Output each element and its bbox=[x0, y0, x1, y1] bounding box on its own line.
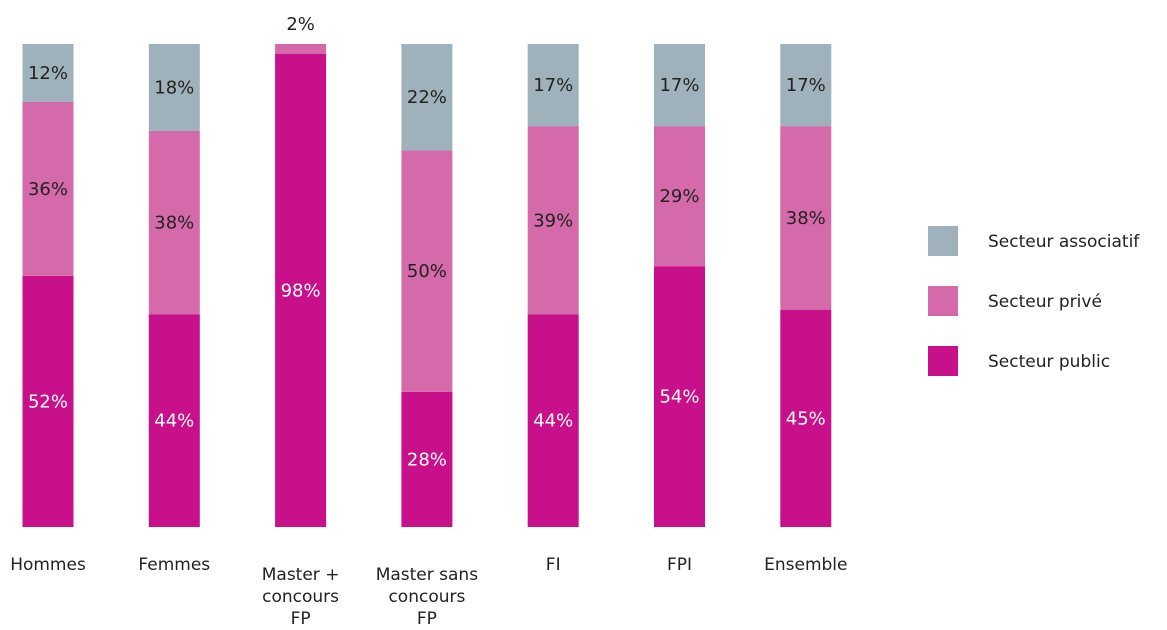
bar-segment-secteur-public-ensemble bbox=[780, 309, 832, 527]
data-label-secteur-public-ensemble: 45% bbox=[786, 408, 826, 429]
bar-segment-secteur-public-hommes bbox=[22, 275, 74, 527]
bar-segment-secteur-public-femmes bbox=[148, 314, 200, 527]
bar-segment-secteur-priv-master-sans-concours-fp bbox=[401, 150, 453, 392]
bar-segment-secteur-public-master-concours-fp bbox=[275, 53, 327, 527]
data-label-secteur-public-master-sans-concours-fp: 28% bbox=[407, 449, 447, 470]
bar-segment-secteur-associatif-master-sans-concours-fp bbox=[401, 44, 453, 151]
legend-swatch-secteur-associatif bbox=[928, 226, 958, 256]
category-label-ensemble: Ensemble bbox=[764, 555, 847, 575]
bar-segment-secteur-associatif-femmes bbox=[148, 44, 200, 131]
data-label-secteur-associatif-ensemble: 17% bbox=[786, 75, 826, 96]
bar-segment-secteur-public-fpi bbox=[654, 266, 705, 527]
legend: Secteur associatif Secteur privé Secteur p… bbox=[928, 226, 1140, 376]
bar-segment-secteur-associatif-hommes bbox=[22, 44, 74, 102]
bar-segment-secteur-priv-hommes bbox=[22, 101, 74, 276]
data-label-secteur-associatif-hommes: 12% bbox=[28, 63, 68, 84]
legend-label-secteur-associatif: Secteur associatif bbox=[988, 232, 1140, 252]
bar-segment-secteur-public-fi bbox=[527, 314, 579, 527]
bar-segment-secteur-public-master-sans-concours-fp bbox=[401, 391, 453, 527]
bar-segment-secteur-priv-fi bbox=[527, 126, 579, 315]
bar-segment-secteur-priv-master-concours-fp bbox=[275, 44, 327, 54]
data-label-secteur-priv-hommes: 36% bbox=[28, 179, 68, 200]
data-label-secteur-associatif-femmes: 18% bbox=[154, 77, 194, 98]
bars-group bbox=[22, 44, 832, 527]
segment-labels-group: 52% 36% 12% 44% 38% 18% 98% 2% 28% 50% 22% 44% 39% 17… bbox=[28, 14, 826, 470]
category-label-fi: FI bbox=[546, 555, 561, 575]
data-label-secteur-priv-femmes: 38% bbox=[154, 213, 194, 234]
legend-label-secteur-priv: Secteur privé bbox=[988, 292, 1102, 312]
bar-segment-secteur-associatif-fi bbox=[527, 44, 579, 127]
bar-segment-secteur-associatif-fpi bbox=[654, 44, 705, 127]
data-label-secteur-priv-master-concours-fp: 2% bbox=[286, 14, 315, 35]
data-label-secteur-priv-fpi: 29% bbox=[659, 186, 699, 207]
data-label-secteur-associatif-fpi: 17% bbox=[659, 75, 699, 96]
category-label-femmes: Femmes bbox=[138, 555, 210, 575]
bar-segment-secteur-associatif-ensemble bbox=[780, 44, 832, 127]
bar-segment-secteur-priv-fpi bbox=[654, 126, 705, 267]
data-label-secteur-associatif-master-sans-concours-fp: 22% bbox=[407, 87, 447, 108]
data-label-secteur-public-femmes: 44% bbox=[154, 411, 194, 432]
bar-segment-secteur-priv-ensemble bbox=[780, 126, 832, 310]
data-label-secteur-public-hommes: 52% bbox=[28, 391, 68, 412]
data-label-secteur-public-fi: 44% bbox=[533, 411, 573, 432]
category-label-master-sans-concours-fp: Master sans concours FP bbox=[376, 565, 479, 629]
data-label-secteur-associatif-fi: 17% bbox=[533, 75, 573, 96]
legend-swatch-secteur-priv bbox=[928, 286, 958, 316]
data-label-secteur-priv-ensemble: 38% bbox=[786, 208, 826, 229]
data-label-secteur-priv-master-sans-concours-fp: 50% bbox=[407, 261, 447, 282]
category-label-master-concours-fp: Master + concours FP bbox=[262, 565, 340, 629]
legend-label-secteur-public: Secteur public bbox=[988, 352, 1110, 372]
bar-segment-secteur-priv-femmes bbox=[148, 130, 200, 315]
category-label-hommes: Hommes bbox=[10, 555, 86, 575]
data-label-secteur-priv-fi: 39% bbox=[533, 210, 573, 231]
category-labels-group: Hommes Femmes Master + concours FP Master san… bbox=[10, 555, 847, 629]
category-label-fpi: FPI bbox=[667, 555, 692, 575]
data-label-secteur-public-master-concours-fp: 98% bbox=[281, 280, 321, 301]
legend-swatch-secteur-public bbox=[928, 346, 958, 376]
data-label-secteur-public-fpi: 54% bbox=[659, 387, 699, 408]
